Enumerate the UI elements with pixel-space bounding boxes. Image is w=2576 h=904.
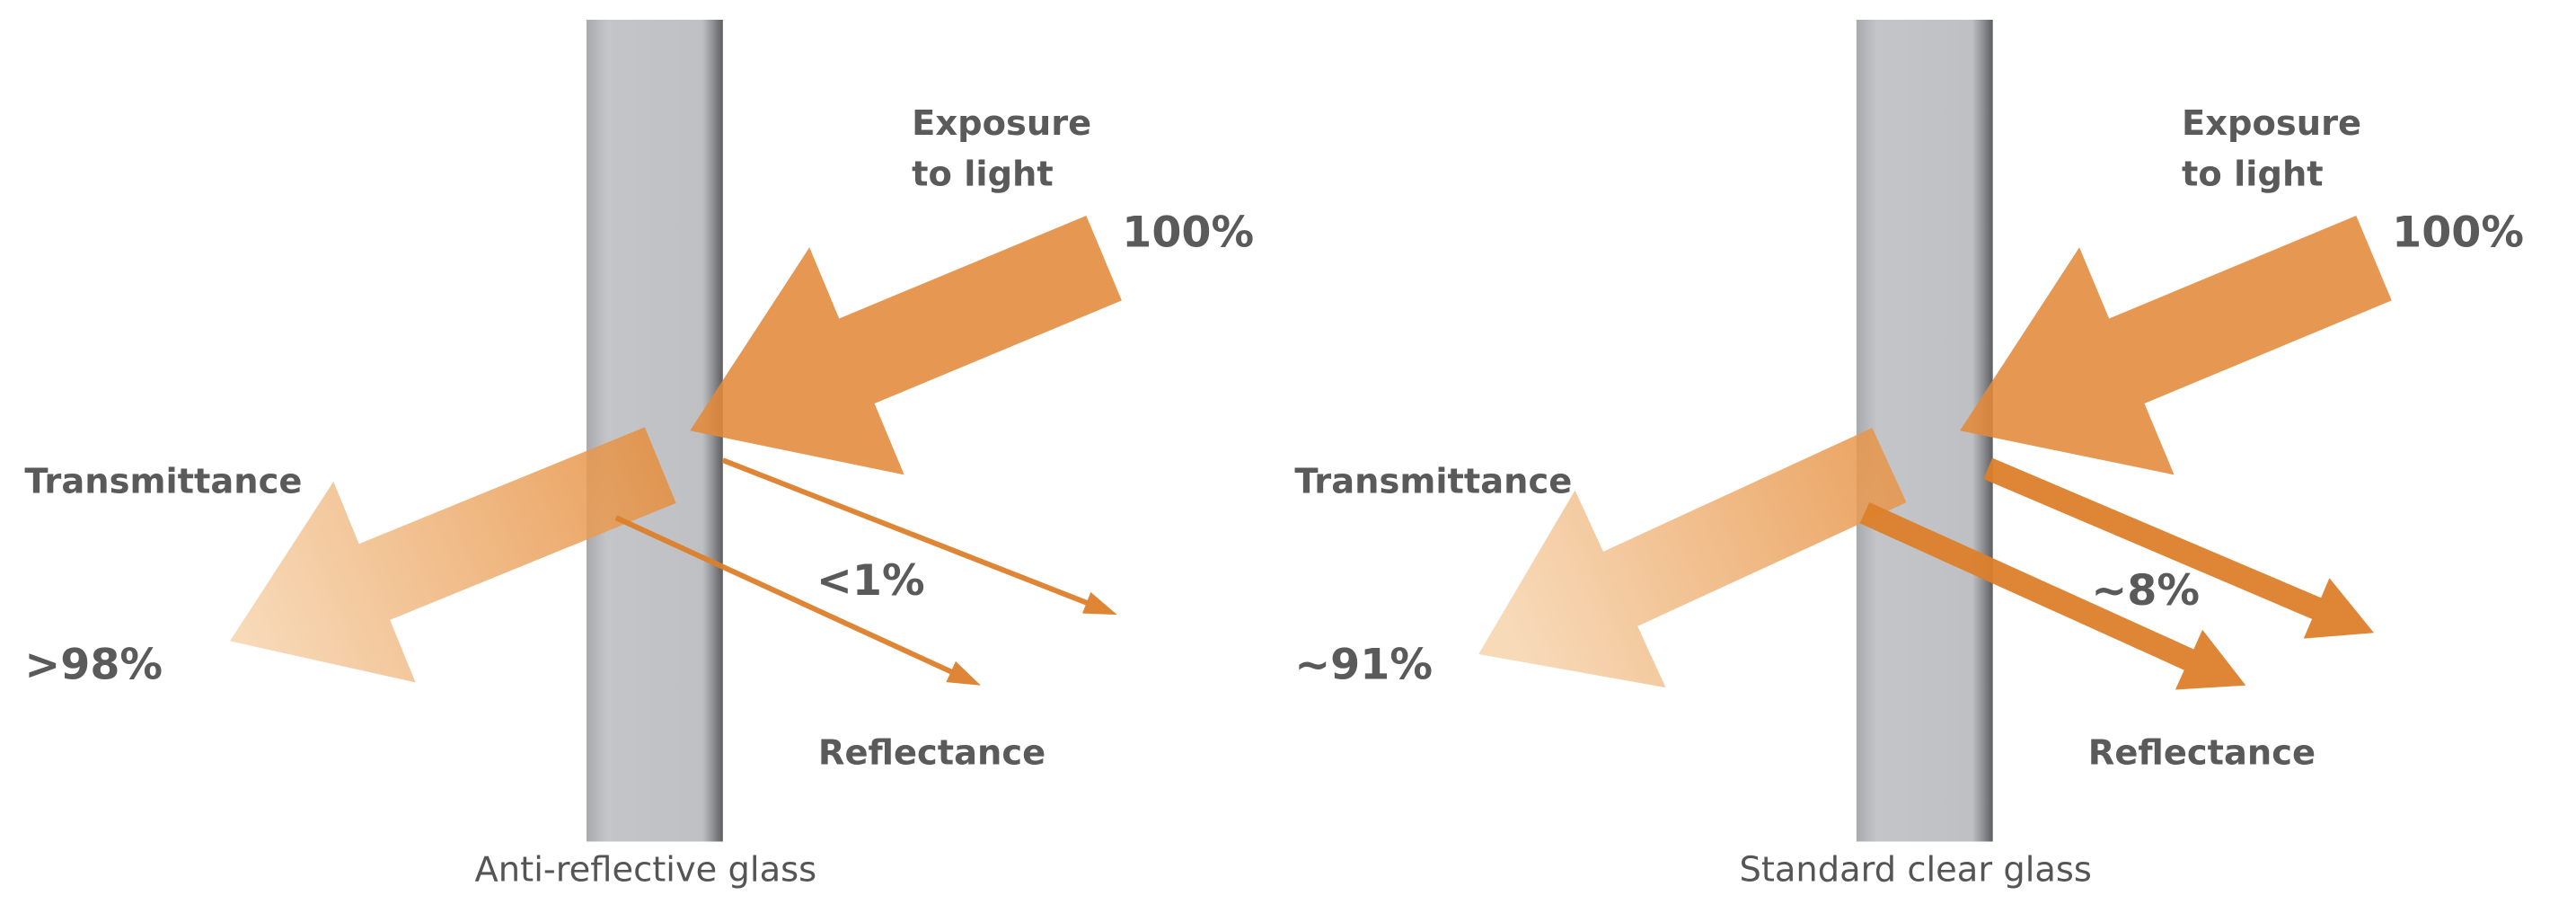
arrow bbox=[614, 515, 981, 686]
exposure-label: Exposure bbox=[2182, 103, 2361, 144]
transmittance-value: ~91% bbox=[1294, 640, 1433, 689]
exposure-label: Exposure bbox=[912, 103, 1091, 144]
reflectance-value: <1% bbox=[816, 556, 925, 606]
panel: Exposure to light 100% Transmittance >98% <1%… bbox=[24, 19, 1254, 890]
reflectance-value: ~8% bbox=[2091, 566, 2200, 616]
reflectance-label: Reflectance bbox=[818, 733, 1045, 774]
arrow bbox=[1859, 501, 2246, 690]
arrow bbox=[230, 427, 676, 683]
incoming-value: 100% bbox=[1122, 208, 1254, 257]
transmittance-label: Transmittance bbox=[24, 462, 302, 502]
transmittance-label: Transmittance bbox=[1294, 462, 1572, 502]
arrow bbox=[1983, 457, 2375, 639]
arrow bbox=[1960, 215, 2392, 475]
exposure-label: to light bbox=[912, 155, 1054, 195]
arrow bbox=[721, 457, 1117, 616]
incoming-value: 100% bbox=[2392, 208, 2524, 257]
arrow bbox=[1478, 428, 1907, 688]
panel: Exposure to light 100% Transmittance ~91% ~8%… bbox=[1294, 19, 2524, 890]
transmittance-value: >98% bbox=[24, 640, 163, 689]
arrow bbox=[690, 215, 1122, 475]
caption: Standard clear glass bbox=[1739, 849, 2091, 890]
caption: Anti-reflective glass bbox=[475, 849, 817, 890]
reflectance-label: Reflectance bbox=[2088, 733, 2316, 774]
exposure-label: to light bbox=[2182, 155, 2324, 195]
